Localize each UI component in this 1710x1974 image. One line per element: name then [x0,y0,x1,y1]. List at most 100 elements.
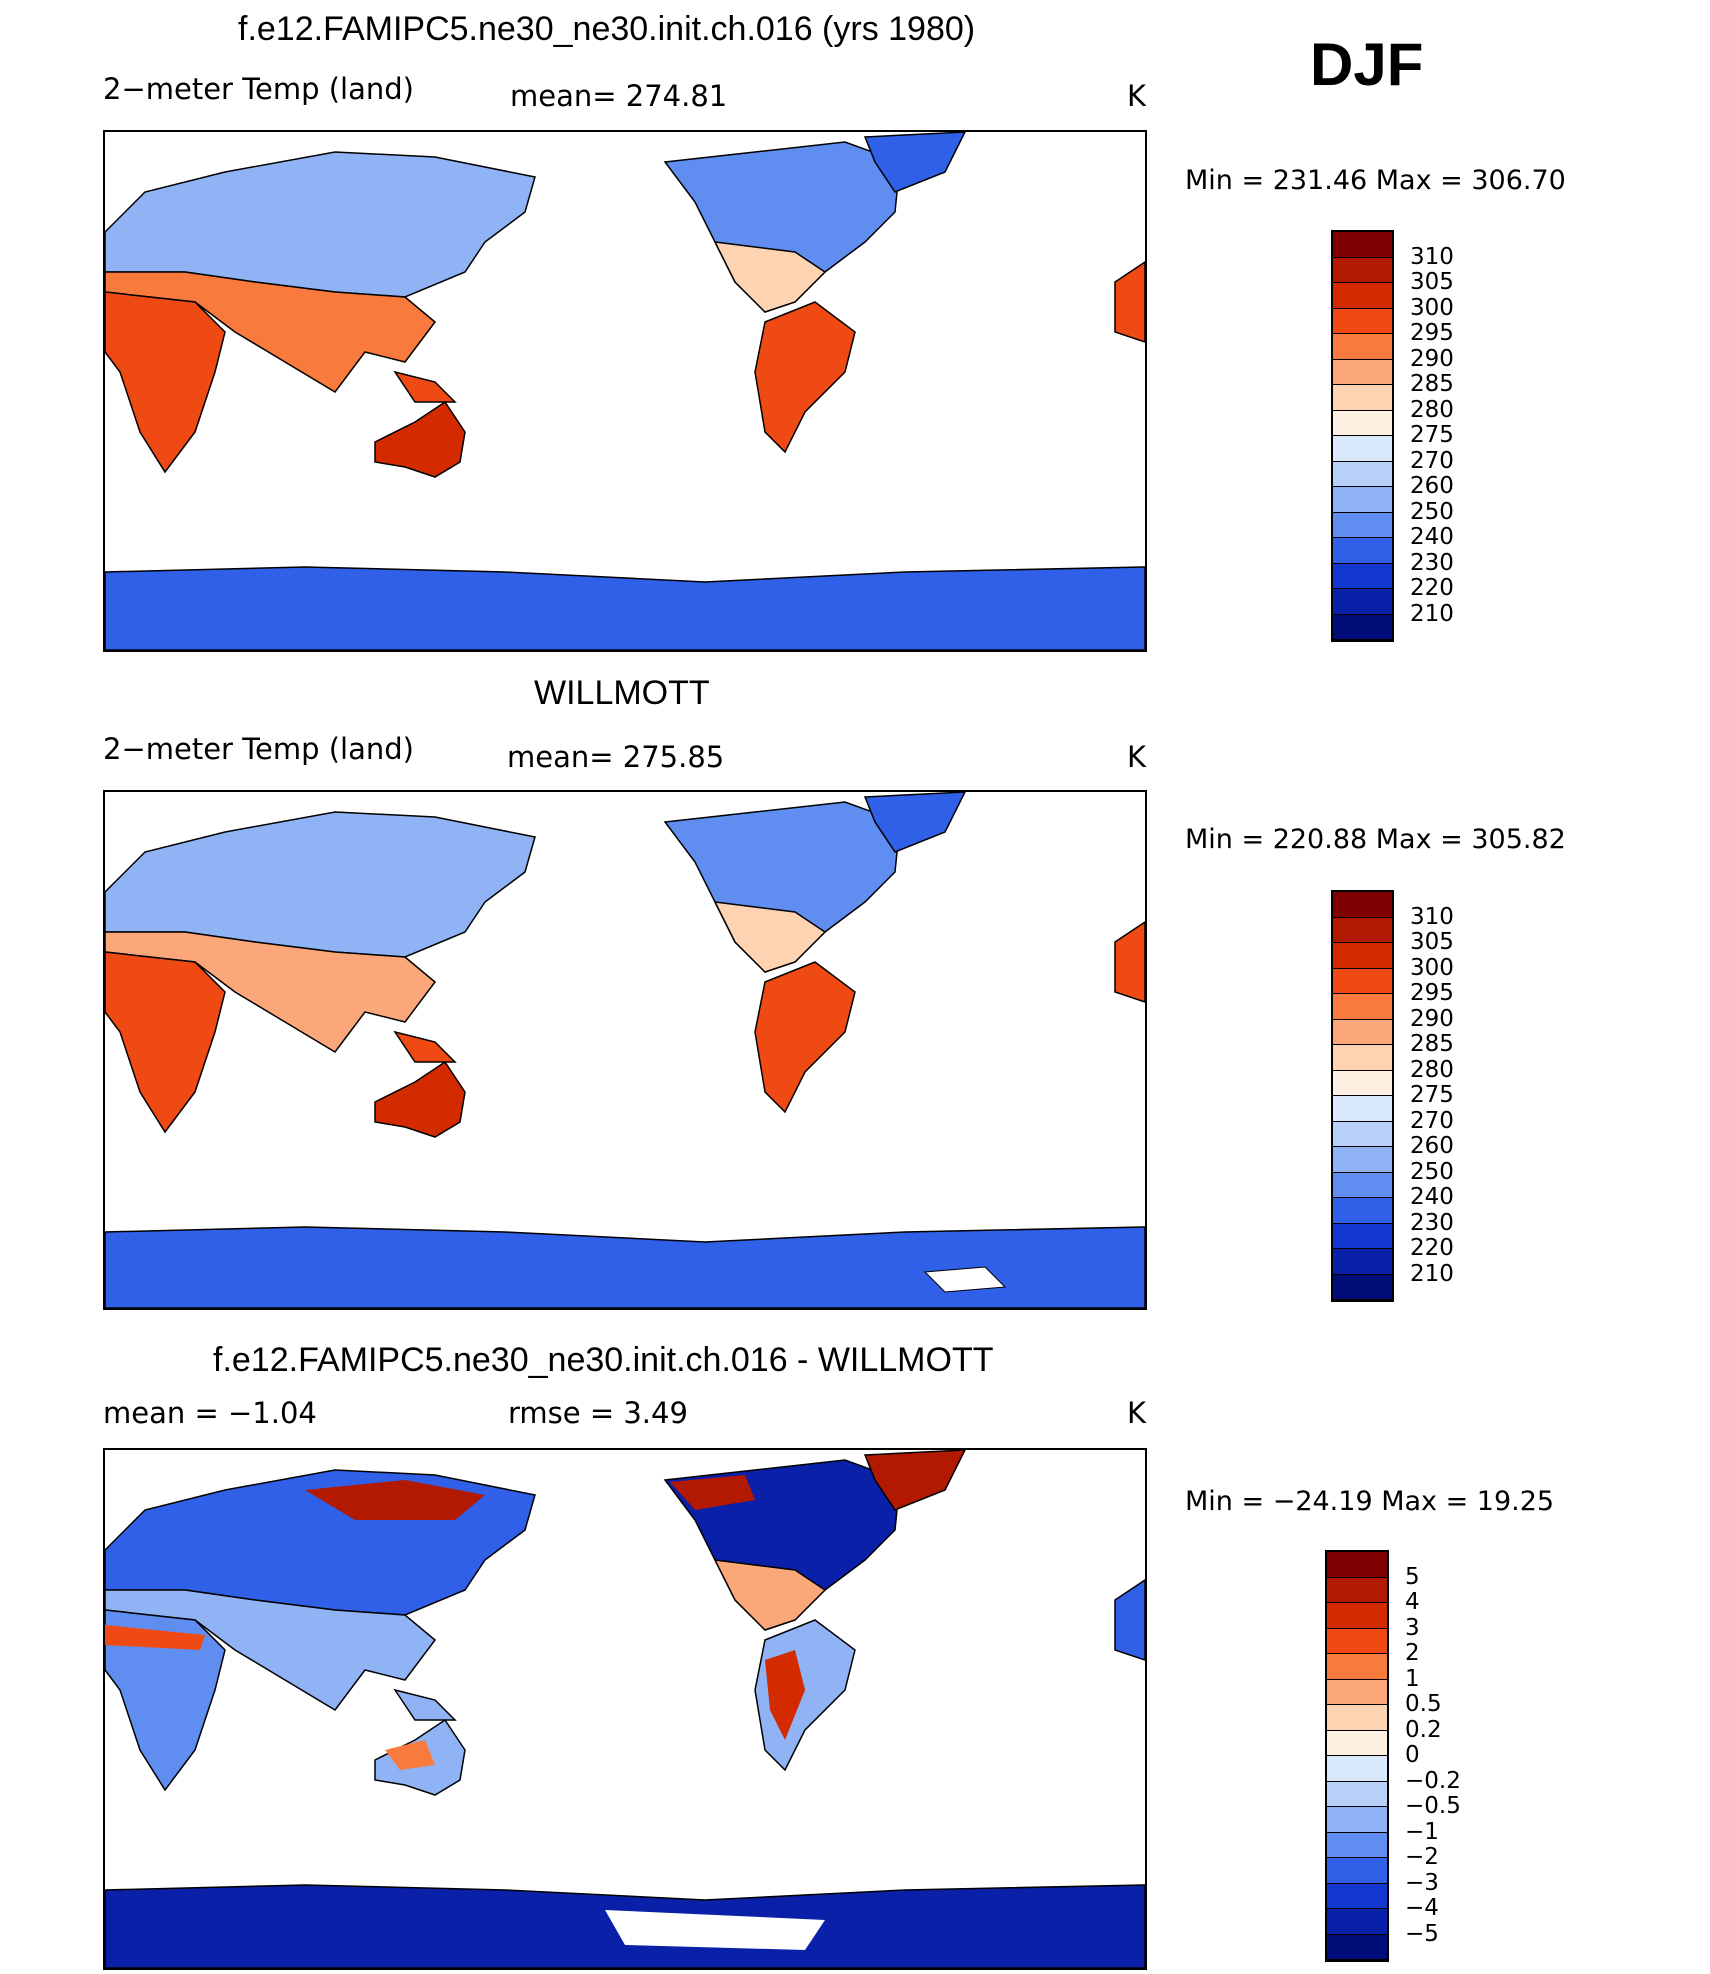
panel3-alaska-warm [670,1475,755,1510]
panel2-title: WILLMOTT [534,674,710,712]
colorbar-swatch [1327,1807,1387,1833]
panel2-map [103,790,1147,1310]
panel1-map [103,130,1147,652]
colorbar-tick-label: 260 [1410,473,1454,499]
panel3-africa [105,1609,226,1792]
colorbar-tick-label: 2 [1405,1640,1420,1666]
colorbar-swatch [1327,1832,1387,1858]
panel1-greenland [863,132,966,193]
colorbar-swatch [1333,1045,1392,1071]
colorbar-swatch [1333,359,1392,385]
panel2-variable: 2−meter Temp (land) [103,732,414,766]
panel3-australia-warm [385,1740,435,1770]
colorbar-tick-label: 250 [1410,498,1454,525]
colorbar-swatch [1327,1603,1387,1629]
colorbar-tick-label: 240 [1410,524,1454,550]
panel3-sahel-warm [105,1625,205,1650]
colorbar-swatch [1333,512,1392,538]
colorbar-swatch [1327,1934,1387,1960]
colorbar-tick-label: −0.2 [1405,1767,1461,1794]
colorbar-tick-label: 230 [1410,549,1454,576]
panel1-south-america [754,301,856,454]
colorbar-tick-label: 210 [1410,600,1454,627]
colorbar-tick-label: 280 [1410,396,1454,423]
colorbar-tick-label: 275 [1410,1082,1454,1108]
colorbar-swatch [1327,1883,1387,1909]
colorbar-tick-label: −5 [1405,1920,1439,1947]
colorbar-swatch [1327,1679,1387,1705]
colorbar-swatch [1333,1096,1392,1122]
panel3-africa-east-edge [1114,1579,1145,1661]
colorbar-swatch [1333,943,1392,969]
colorbar-swatch [1327,1756,1387,1782]
colorbar-tick-label: 3 [1405,1614,1420,1641]
panel3-greenland [863,1450,966,1511]
panel3-asia-south [105,1589,437,1711]
colorbar-tick-label: 230 [1410,1209,1454,1236]
colorbar-swatch [1333,1223,1392,1249]
colorbar-swatch [1333,1147,1392,1173]
colorbar-tick-label: 5 [1405,1563,1420,1590]
colorbar-tick-label: 1 [1405,1665,1420,1692]
colorbar-tick-label: 220 [1410,1235,1454,1261]
colorbar-swatch [1333,994,1392,1020]
colorbar-swatch [1333,1019,1392,1045]
panel1-australia [374,400,466,478]
colorbar-swatch [1333,334,1392,360]
colorbar-swatch [1333,589,1392,615]
panel1-map-svg [105,132,1145,650]
colorbar-tick-label: 310 [1410,903,1454,930]
panel3-map [103,1448,1147,1970]
colorbar-tick-label: 270 [1410,1107,1454,1134]
panel2-greenland [863,792,966,853]
panel2-antarctica [105,1226,1145,1308]
season-label: DJF [1310,31,1424,98]
colorbar-tick-label: 290 [1410,1005,1454,1032]
colorbar-tick-label: 300 [1410,294,1454,321]
panel2-minmax: Min = 220.88 Max = 305.82 [1185,824,1566,855]
colorbar-swatch [1333,917,1392,943]
colorbar-tick-label: 270 [1410,447,1454,474]
colorbar-swatch [1333,968,1392,994]
colorbar-tick-label: −1 [1405,1818,1439,1845]
panel3-na-south [713,1559,827,1631]
panel2-africa [105,951,226,1134]
panel3-colorbar [1325,1550,1389,1962]
panel1-title: f.e12.FAMIPC5.ne30_ne30.init.ch.016 (yrs… [238,10,976,48]
colorbar-tick-label: 260 [1410,1133,1454,1159]
colorbar-swatch [1327,1577,1387,1603]
panel1-africa-east-edge [1114,261,1145,343]
panel3-minmax: Min = −24.19 Max = 19.25 [1185,1486,1555,1517]
panel3-antarctica-white-patch [605,1910,825,1950]
colorbar-swatch [1327,1628,1387,1654]
colorbar-tick-label: 220 [1410,575,1454,601]
panel1-colorbar [1331,230,1394,642]
panel1-units: K [1127,79,1147,113]
colorbar-swatch [1333,436,1392,462]
panel3-andes-warm [765,1650,805,1740]
colorbar-swatch [1333,1121,1392,1147]
panel3-map-svg [105,1450,1145,1968]
colorbar-swatch [1333,614,1392,640]
colorbar-tick-label: 0.2 [1405,1716,1442,1743]
panel1-minmax: Min = 231.46 Max = 306.70 [1185,165,1566,196]
panel3-title: f.e12.FAMIPC5.ne30_ne30.init.ch.016 - WI… [213,1341,994,1379]
panel1-africa [105,291,226,474]
colorbar-tick-label: 250 [1410,1158,1454,1185]
panel2-colorbar [1331,890,1394,1302]
panel2-africa-east-edge [1114,921,1145,1003]
colorbar-swatch [1333,892,1392,918]
colorbar-swatch [1333,385,1392,411]
colorbar-tick-label: 295 [1410,320,1454,346]
colorbar-swatch [1327,1858,1387,1884]
panel3-siberia-warm [305,1480,485,1520]
colorbar-swatch [1333,1198,1392,1224]
colorbar-tick-label: 275 [1410,422,1454,448]
colorbar-swatch [1333,538,1392,564]
colorbar-tick-label: 295 [1410,980,1454,1006]
colorbar-swatch [1327,1730,1387,1756]
colorbar-swatch [1333,1172,1392,1198]
panel2-asia-south [105,931,437,1053]
panel2-mean: mean= 275.85 [507,740,725,774]
colorbar-tick-label: 0.5 [1405,1691,1442,1717]
